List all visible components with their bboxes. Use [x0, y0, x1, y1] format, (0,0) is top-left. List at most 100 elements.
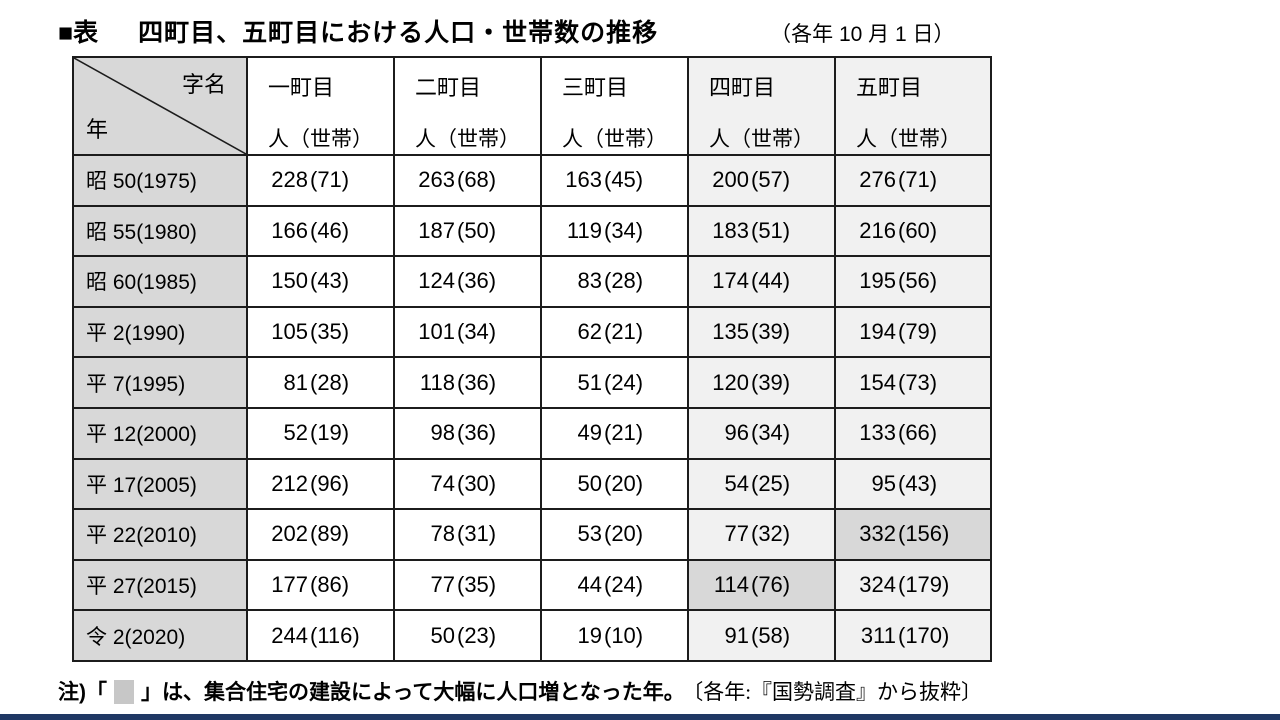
cell-population-households: 81(28) — [246, 356, 395, 409]
footnote-source: 〔各年:『国勢調査』から抜粋〕 — [692, 680, 983, 704]
population-value: 183 — [712, 217, 749, 243]
column-town-name: 一町目 — [268, 75, 335, 100]
population-value: 194 — [859, 319, 896, 345]
household-value: (36) — [457, 268, 497, 294]
population-value: 19 — [577, 622, 602, 648]
table-row: 昭 60(1985) 150(43) 124(36) 83(28) 174(44) 195… — [72, 255, 992, 308]
cell-population-households: 52(19) — [246, 406, 395, 460]
household-value: (57) — [751, 167, 791, 193]
household-value: (31) — [457, 521, 497, 547]
household-value: (36) — [457, 420, 497, 446]
population-value: 49 — [577, 420, 602, 446]
household-value: (89) — [310, 521, 350, 547]
highlight-legend-swatch — [114, 680, 134, 704]
column-header-3: 三町目 人（世帯） — [540, 56, 689, 156]
column-header-1: 一町目 人（世帯） — [246, 56, 395, 156]
cell-population-households: 95(43) — [834, 457, 992, 511]
table-row: 昭 50(1975) 228(71) 263(68) 163(45) 200(57) 27… — [72, 154, 992, 207]
cell-population-households: 114(76) — [687, 558, 836, 612]
household-value: (39) — [751, 319, 791, 345]
household-value: (60) — [898, 217, 938, 243]
cell-population-households: 78(31) — [393, 508, 542, 561]
population-value: 120 — [712, 369, 749, 395]
cell-population-households: 133(66) — [834, 406, 992, 460]
population-value: 216 — [859, 217, 896, 243]
table-body: 昭 50(1975) 228(71) 263(68) 163(45) 200(57) 27… — [72, 154, 992, 662]
title-date-note: （各年 10 月 1 日） — [770, 23, 955, 46]
population-value: 101 — [418, 319, 455, 345]
population-value: 51 — [577, 369, 602, 395]
cell-population-households: 119(34) — [540, 204, 689, 258]
population-value: 95 — [871, 470, 896, 496]
household-value: (36) — [457, 369, 497, 395]
population-value: 228 — [271, 167, 308, 193]
household-value: (21) — [604, 319, 644, 345]
column-unit-label: 人（世帯） — [856, 128, 961, 151]
household-value: (43) — [898, 470, 938, 496]
population-value: 163 — [565, 167, 602, 193]
household-value: (45) — [604, 167, 644, 193]
household-value: (50) — [457, 217, 497, 243]
population-value: 135 — [712, 319, 749, 345]
household-value: (21) — [604, 420, 644, 446]
table-row: 平 7(1995) 81(28) 118(36) 51(24) 120(39) 154(7… — [72, 356, 992, 409]
cell-population-households: 263(68) — [393, 154, 542, 207]
cell-population-households: 166(46) — [246, 204, 395, 258]
cell-population-households: 118(36) — [393, 356, 542, 409]
household-value: (34) — [604, 217, 644, 243]
cell-population-households: 276(71) — [834, 154, 992, 207]
column-header-2: 二町目 人（世帯） — [393, 56, 542, 156]
population-value: 276 — [859, 167, 896, 193]
household-value: (76) — [751, 572, 791, 598]
table-row: 平 22(2010) 202(89) 78(31) 53(20) 77(32) 332(1… — [72, 508, 992, 561]
household-value: (24) — [604, 369, 644, 395]
population-value: 166 — [271, 217, 308, 243]
population-value: 53 — [577, 521, 602, 547]
household-value: (46) — [310, 217, 350, 243]
cell-population-households: 195(56) — [834, 255, 992, 308]
table-row: 令 2(2020) 244(116) 50(23) 19(10) 91(58) 311(1… — [72, 609, 992, 662]
cell-population-households: 44(24) — [540, 558, 689, 612]
cell-population-households: 200(57) — [687, 154, 836, 207]
household-value: (51) — [751, 217, 791, 243]
table-row: 平 12(2000) 52(19) 98(36) 49(21) 96(34) 133(66… — [72, 406, 992, 460]
cell-population-households: 183(51) — [687, 204, 836, 258]
row-year-label: 昭 60(1985) — [72, 255, 248, 308]
population-value: 332 — [859, 521, 896, 547]
population-value: 150 — [271, 268, 308, 294]
household-value: (71) — [898, 167, 938, 193]
household-value: (43) — [310, 268, 350, 294]
cell-population-households: 174(44) — [687, 255, 836, 308]
population-value: 202 — [271, 521, 308, 547]
cell-population-households: 91(58) — [687, 609, 836, 662]
cell-population-households: 150(43) — [246, 255, 395, 308]
population-value: 263 — [418, 167, 455, 193]
household-value: (35) — [310, 319, 350, 345]
household-value: (58) — [751, 622, 791, 648]
household-value: (68) — [457, 167, 497, 193]
population-value: 200 — [712, 167, 749, 193]
column-unit-label: 人（世帯） — [415, 128, 520, 151]
population-value: 54 — [724, 470, 749, 496]
household-value: (44) — [751, 268, 791, 294]
table-title-marker: ■表 — [58, 19, 99, 47]
population-value: 244 — [271, 622, 308, 648]
household-value: (96) — [310, 470, 350, 496]
cell-population-households: 202(89) — [246, 508, 395, 561]
row-year-label: 昭 55(1980) — [72, 204, 248, 258]
cell-population-households: 105(35) — [246, 305, 395, 359]
row-year-label: 平 22(2010) — [72, 508, 248, 561]
cell-population-households: 77(32) — [687, 508, 836, 561]
cell-population-households: 135(39) — [687, 305, 836, 359]
row-year-label: 昭 50(1975) — [72, 154, 248, 207]
cell-population-households: 194(79) — [834, 305, 992, 359]
cell-population-households: 19(10) — [540, 609, 689, 662]
row-year-label: 令 2(2020) — [72, 609, 248, 662]
cell-population-households: 244(116) — [246, 609, 395, 662]
table-row: 平 27(2015) 177(86) 77(35) 44(24) 114(76) 324(… — [72, 558, 992, 612]
table-header-row: 字名 年 一町目 人（世帯） 二町目 人（世帯） 三町目 人（世帯） 四町目 人（世帯） 五町目… — [72, 56, 992, 156]
population-value: 96 — [724, 420, 749, 446]
cell-population-households: 154(73) — [834, 356, 992, 409]
cell-population-households: 98(36) — [393, 406, 542, 460]
